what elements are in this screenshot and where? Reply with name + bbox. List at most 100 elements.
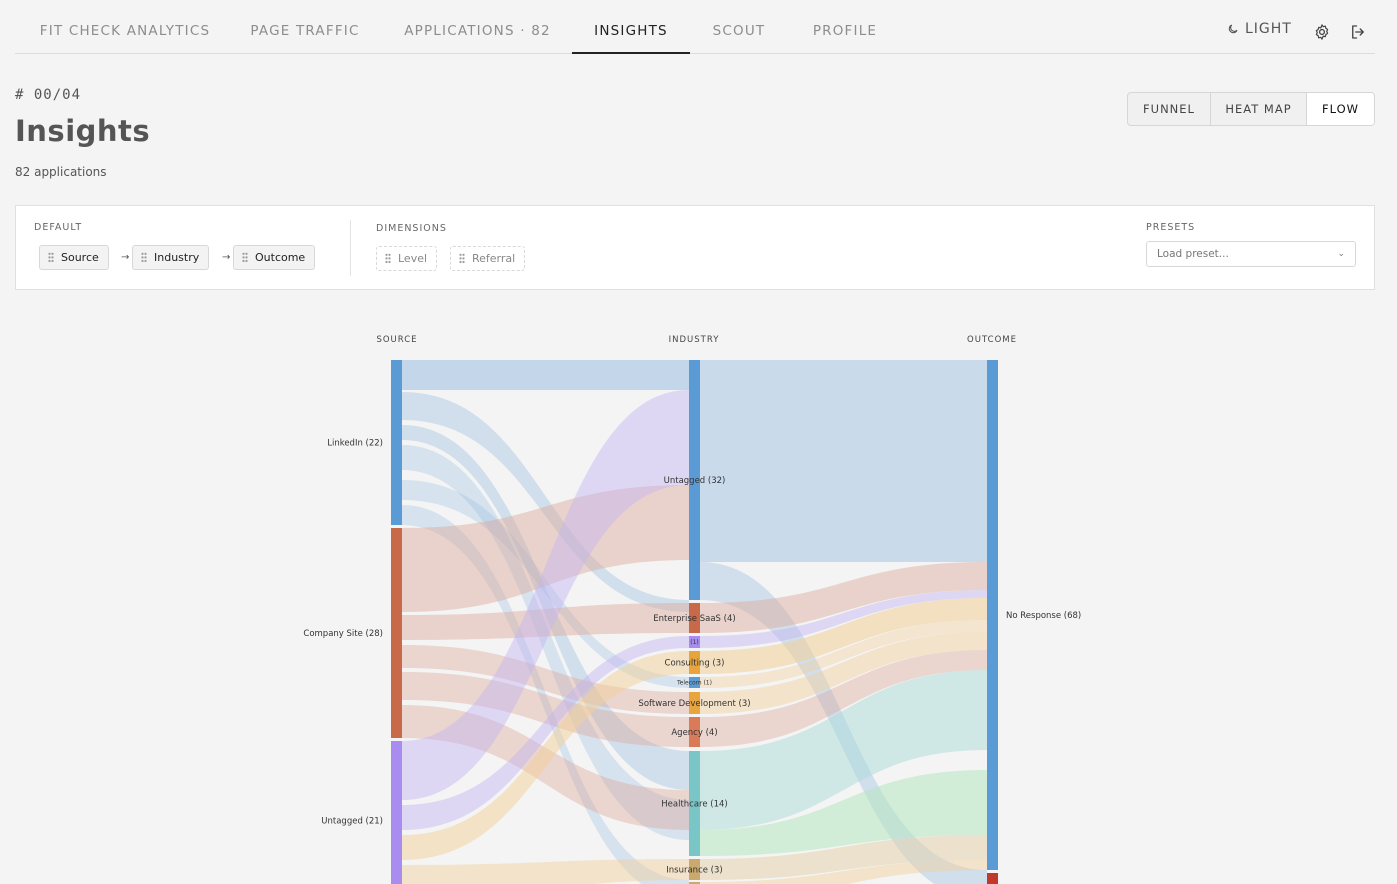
drag-handle-icon: [385, 253, 391, 264]
chip-label: Referral: [472, 252, 516, 265]
flow-linkedin-untagged: [402, 360, 689, 390]
sankey-node-healthcare[interactable]: [689, 751, 700, 856]
presets-label: PRESETS: [1146, 222, 1196, 233]
flow-company-healthcare: [402, 705, 689, 830]
panel-divider: [350, 220, 351, 276]
sankey-node-agency[interactable]: [689, 717, 700, 747]
default-label: DEFAULT: [34, 222, 83, 233]
chip-outcome[interactable]: Outcome: [233, 245, 316, 270]
sankey-node-telecom[interactable]: [689, 677, 700, 688]
sankey-label-linkedin: LinkedIn (22): [327, 439, 383, 449]
chip-label: Source: [61, 251, 99, 264]
flow-company-agency: [402, 672, 689, 747]
flow-linkedin-healthcare: [402, 425, 689, 790]
preset-select-value: Load preset...: [1157, 248, 1229, 260]
flow-linkedin-telecom: [402, 480, 689, 688]
flow-consulting-noresponse: [700, 598, 987, 674]
drag-handle-icon: [141, 252, 147, 263]
sankey-label-insurance: Insurance (3): [666, 866, 722, 876]
sankey-label-company: Company Site (28): [303, 629, 383, 639]
flow-agency-noresponse: [700, 650, 987, 747]
sankey-label-consulting: Consulting (3): [665, 659, 725, 669]
sankey-label-saas: Enterprise SaaS (4): [653, 614, 735, 624]
logout-icon[interactable]: [1349, 23, 1367, 41]
sankey-node-noresponse[interactable]: [987, 360, 998, 870]
theme-label: LIGHT: [1245, 21, 1292, 37]
top-nav: FIT CHECK ANALYTICS PAGE TRAFFIC APPLICA…: [15, 0, 1375, 54]
page-title: Insights: [15, 114, 151, 148]
chip-industry[interactable]: Industry: [132, 245, 210, 270]
flow-untagged-noresponse: [700, 360, 987, 562]
flow-linkedin-saas: [402, 392, 689, 612]
flow-company-saas: [402, 603, 689, 640]
view-funnel-button[interactable]: FUNNEL: [1128, 93, 1211, 125]
column-header-source: SOURCE: [376, 335, 418, 345]
tab-profile[interactable]: PROFILE: [812, 23, 878, 39]
sankey-label-agency: Agency (4): [671, 728, 717, 738]
flow-untagged-consulting: [402, 651, 689, 860]
sankey-node-fintech[interactable]: [689, 636, 700, 648]
page-subtitle: 82 applications: [15, 165, 107, 179]
chip-level[interactable]: Level: [376, 246, 438, 271]
chevron-down-icon: ⌄: [1337, 249, 1345, 259]
page-counter: # 00/04: [15, 87, 82, 103]
tab-applications[interactable]: APPLICATIONS · 82: [404, 23, 551, 39]
view-flow-button[interactable]: FLOW: [1307, 93, 1374, 125]
drag-handle-icon: [48, 252, 54, 263]
chip-label: Level: [398, 252, 428, 265]
flow-linkedin-legal: [402, 505, 689, 884]
tab-page-traffic[interactable]: PAGE TRAFFIC: [250, 23, 360, 39]
dimension-panel: DEFAULT DIMENSIONS PRESETS Source Indust…: [15, 205, 1375, 290]
sankey-label-fintech: (1): [690, 639, 699, 646]
sankey-node-insurance[interactable]: [689, 859, 700, 880]
sankey-label-software: Software Development (3): [638, 699, 750, 709]
sankey-node-untagged_src[interactable]: [391, 741, 402, 884]
flow-saas-noresponse: [700, 562, 987, 633]
flow-untagged-other: [700, 562, 987, 884]
sankey-label-healthcare: Healthcare (14): [661, 800, 727, 810]
sankey-node-consulting[interactable]: [689, 651, 700, 674]
flow-untagged-insurance: [402, 859, 689, 884]
flow-company-untagged: [402, 485, 689, 612]
tab-scout[interactable]: SCOUT: [712, 23, 766, 39]
sankey-node-company[interactable]: [391, 528, 402, 738]
view-heatmap-button[interactable]: HEAT MAP: [1211, 93, 1307, 125]
sankey-label-untagged_src: Untagged (21): [321, 817, 383, 827]
sankey-label-untagged_ind: Untagged (32): [664, 476, 726, 486]
drag-handle-icon: [242, 252, 248, 263]
chip-label: Industry: [154, 251, 200, 264]
sankey-node-saas[interactable]: [689, 603, 700, 633]
dimensions-label: DIMENSIONS: [376, 223, 447, 234]
flow-software-noresponse: [700, 632, 987, 714]
theme-toggle-button[interactable]: LIGHT: [1227, 21, 1292, 37]
column-header-outcome: OUTCOME: [967, 335, 1017, 345]
chip-label: Outcome: [255, 251, 306, 264]
flow-healthcare-noresponse: [700, 670, 987, 830]
flow-linkedin-healthcare-2: [402, 445, 689, 840]
chip-source[interactable]: Source: [39, 245, 109, 270]
view-toggle: FUNNEL HEAT MAP FLOW: [1127, 92, 1375, 126]
chip-referral[interactable]: Referral: [450, 246, 526, 271]
flow-legal-noresponse: [700, 860, 987, 884]
flow-telecom-noresponse: [700, 620, 987, 688]
flow-company-software: [402, 645, 689, 714]
gear-icon[interactable]: [1313, 23, 1331, 41]
sankey-node-software[interactable]: [689, 692, 700, 714]
tab-insights[interactable]: INSIGHTS: [572, 0, 690, 54]
sankey-node-linkedin[interactable]: [391, 360, 402, 525]
sankey-node-untagged_ind[interactable]: [689, 360, 700, 600]
flow-fintech-noresponse: [700, 590, 987, 648]
flow-untagged-untagged: [402, 390, 689, 800]
sankey-label-telecom: Telecom (1): [676, 680, 712, 687]
preset-select[interactable]: Load preset... ⌄: [1146, 241, 1356, 267]
arrow-right-icon: →: [222, 252, 231, 263]
sankey-label-noresponse: No Response (68): [1006, 611, 1081, 621]
sankey-node-other_outcome[interactable]: [987, 873, 998, 884]
arrow-right-icon: →: [121, 252, 130, 263]
flow-untagged-fintech: [402, 636, 689, 830]
drag-handle-icon: [459, 253, 465, 264]
moon-icon: [1228, 24, 1238, 34]
flow-insurance-noresponse: [700, 835, 987, 880]
tab-fit-check-analytics[interactable]: FIT CHECK ANALYTICS: [39, 23, 211, 39]
